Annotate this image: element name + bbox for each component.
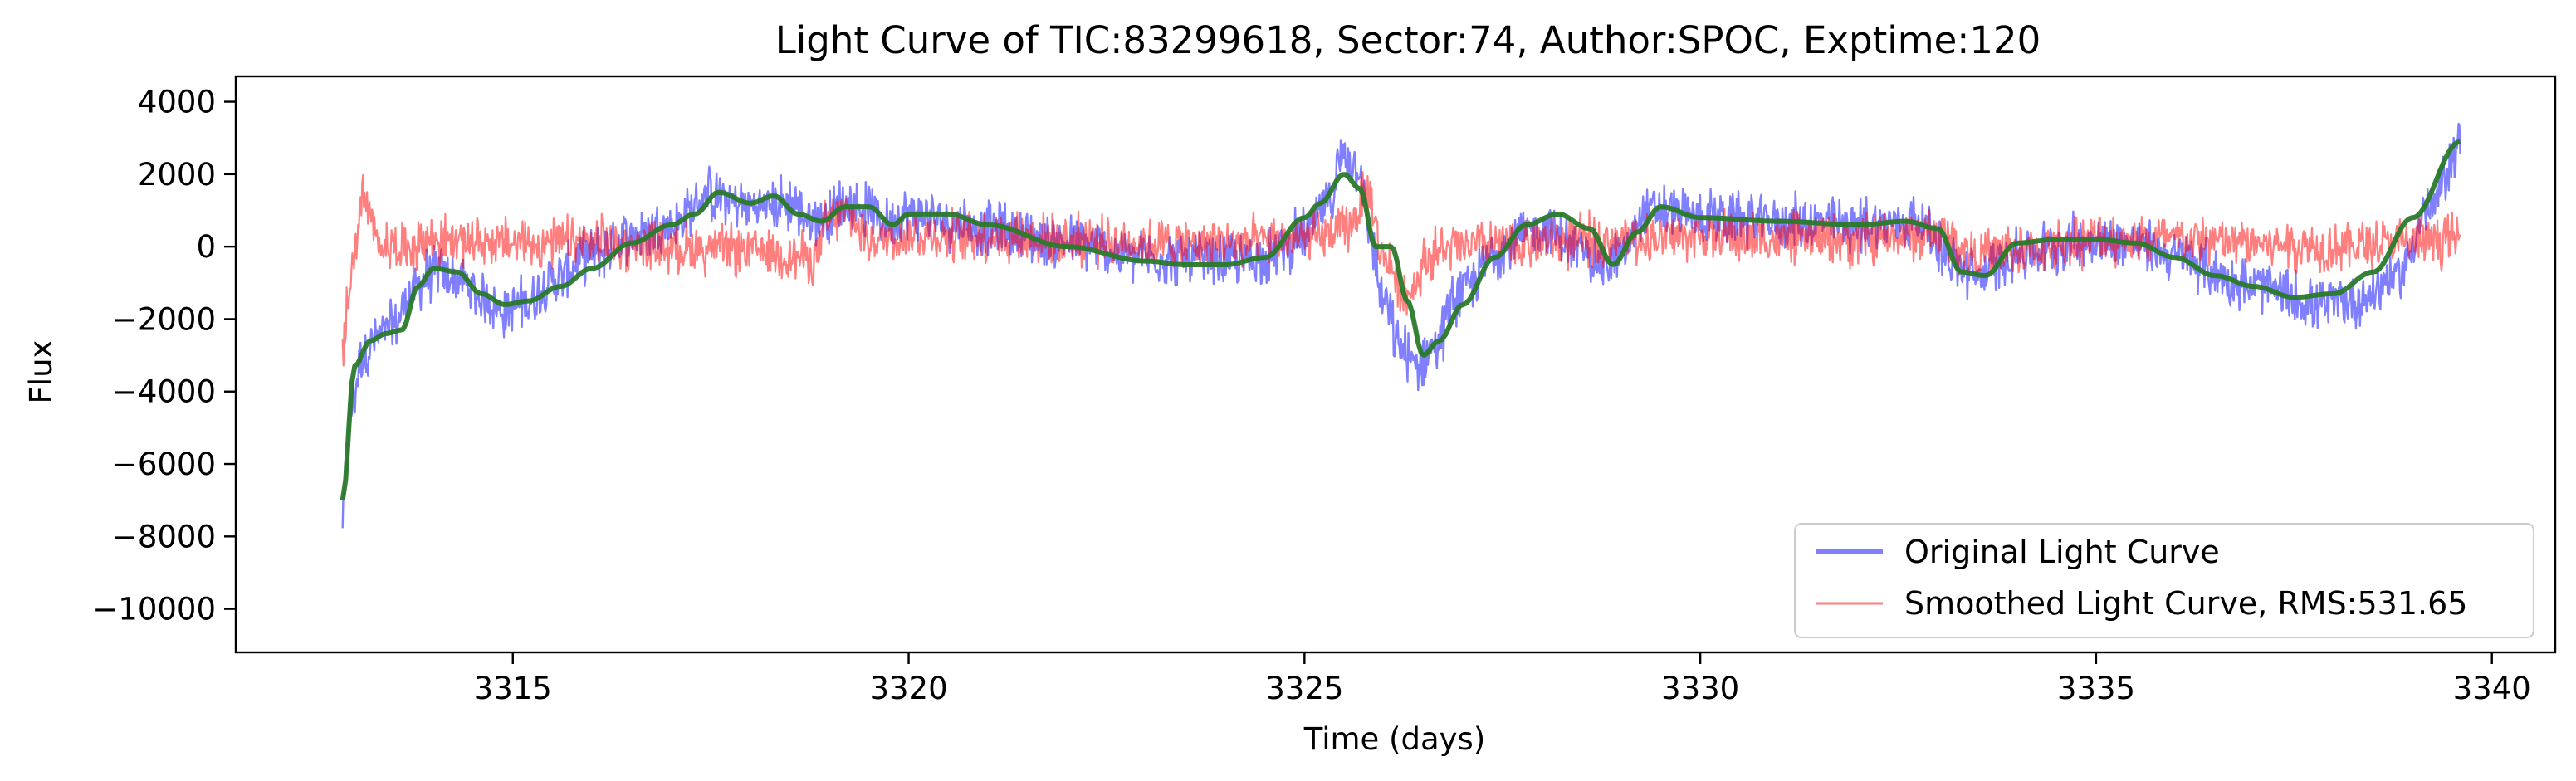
x-tick-label: 3320: [869, 671, 947, 706]
x-tick-label: 3330: [1661, 671, 1739, 706]
y-axis-label: Flux: [23, 340, 59, 404]
x-axis-label: Time (days): [1303, 721, 1486, 757]
y-tick-label: −6000: [112, 447, 216, 482]
y-tick-label: −8000: [112, 519, 216, 554]
legend-box: [1794, 523, 2534, 638]
x-axis-ticks: 3315 3320 3325 3330 3335 3340: [474, 652, 2531, 706]
trend-line: [340, 139, 2461, 501]
legend: Original Light Curve Smoothed Light Curv…: [1794, 523, 2534, 638]
y-tick-label: −2000: [112, 301, 216, 337]
legend-label-original: Original Light Curve: [1904, 534, 2220, 570]
chart-title: Light Curve of TIC:83299618, Sector:74, …: [775, 18, 2041, 62]
x-tick-label: 3315: [474, 671, 552, 706]
y-axis-ticks: 4000 2000 0 −2000 −4000 −6000 −8000 −10000: [92, 85, 236, 627]
y-tick-label: 4000: [138, 85, 216, 120]
y-tick-label: 0: [196, 229, 216, 265]
y-tick-label: −10000: [92, 592, 216, 627]
x-tick-label: 3325: [1265, 671, 1343, 706]
legend-label-smoothed: Smoothed Light Curve, RMS:531.65: [1904, 585, 2467, 622]
series-layer: [340, 122, 2461, 529]
x-tick-label: 3335: [2057, 671, 2135, 706]
x-tick-label: 3340: [2453, 671, 2531, 706]
plot-frame: [234, 75, 2557, 654]
y-tick-label: −4000: [112, 374, 216, 410]
y-tick-label: 2000: [138, 157, 216, 193]
